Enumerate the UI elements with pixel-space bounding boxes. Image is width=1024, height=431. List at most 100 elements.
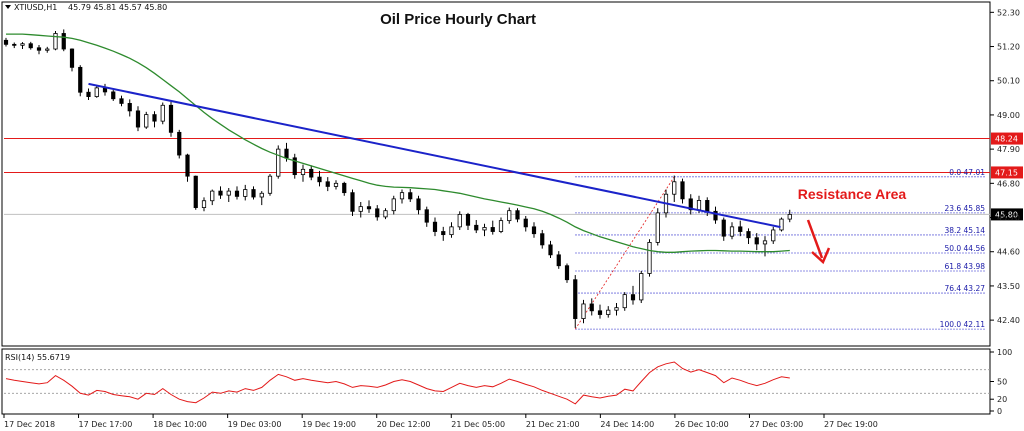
resistance-trendline <box>88 82 781 229</box>
candle-bearish <box>61 33 66 50</box>
fib-level-label: 100.0 42.11 <box>940 320 986 329</box>
candle-bullish <box>94 87 99 97</box>
candle-bearish <box>3 39 9 45</box>
candle-bearish <box>86 91 91 97</box>
candle-bullish <box>672 181 677 195</box>
moving-average-line <box>6 33 790 253</box>
y-axis: 52.30 51.20 50.10 49.00 47.90 46.80 45.70 44.60… <box>990 8 1020 325</box>
candle-bullish <box>449 226 454 236</box>
current-price-label: 45.80 <box>995 210 1018 219</box>
fib-level-label: 76.4 43.27 <box>944 284 985 293</box>
candle-bullish <box>144 114 149 128</box>
candle-bearish <box>135 110 141 128</box>
x-tick-label: 20 Dec 12:00 <box>377 420 431 429</box>
candle-bullish <box>729 226 735 237</box>
level-price-tag <box>991 132 1023 145</box>
candle-bearish <box>78 66 83 93</box>
candle-bullish <box>201 200 207 208</box>
x-tick-label: 21 Dec 21:00 <box>526 420 580 429</box>
candle-bearish <box>69 48 75 68</box>
level-price-tag <box>991 166 1023 179</box>
rsi-tick-label: 0 <box>997 407 1002 416</box>
candle-bearish <box>680 181 685 200</box>
symbol-header: XTIUSD,H1 <box>14 3 57 12</box>
candle-bearish <box>556 254 561 267</box>
x-tick-label: 18 Dec 10:00 <box>153 420 207 429</box>
candle-bearish <box>630 294 636 301</box>
candle-bearish <box>111 91 116 100</box>
candle-bullish <box>333 182 339 187</box>
x-tick-label: 27 Dec 19:00 <box>824 420 878 429</box>
candle-bearish <box>317 176 322 183</box>
candle-bullish <box>383 210 388 218</box>
rsi-line <box>5 361 790 405</box>
candle-bearish <box>564 265 570 281</box>
candle-bullish <box>160 104 165 122</box>
candle-bullish <box>391 198 396 212</box>
candle-bullish <box>243 189 248 197</box>
candle-bullish <box>507 210 512 222</box>
candle-bearish <box>193 175 198 208</box>
candle-bearish <box>441 231 446 236</box>
candle-bullish <box>606 309 611 315</box>
candle-bullish <box>639 273 644 301</box>
candle-bullish <box>259 192 264 198</box>
resistance-area-annotation: Resistance Area <box>798 186 907 202</box>
candle-bullish <box>482 227 487 231</box>
candle-bearish <box>531 226 537 235</box>
candle-bearish <box>234 190 240 197</box>
candle-bullish <box>655 212 660 243</box>
price-pane-frame <box>1 1 991 347</box>
candlesticks <box>3 29 792 328</box>
candle-bearish <box>342 182 347 194</box>
fib-level-label: 50.0 44.56 <box>944 244 985 253</box>
candle-bullish <box>210 190 215 202</box>
candle-bearish <box>185 154 190 177</box>
candle-bearish <box>713 210 718 221</box>
x-tick-label: 21 Dec 05:00 <box>451 420 505 429</box>
y-tick-label: 44.60 <box>997 248 1020 257</box>
candle-bearish <box>251 189 256 198</box>
candle-bearish <box>119 98 124 104</box>
candle-bearish <box>738 226 743 232</box>
candle-bearish <box>721 219 726 237</box>
current-price-tag <box>991 208 1023 221</box>
ohlc-header: 45.79 45.81 45.57 45.80 <box>68 3 167 12</box>
candle-bullish <box>399 192 405 200</box>
candle-bullish <box>457 214 462 228</box>
x-tick-label: 17 Dec 17:00 <box>79 420 133 429</box>
candle-bearish <box>432 221 438 232</box>
rsi-axis: 100 50 20 0 <box>990 348 1012 416</box>
candle-bullish <box>647 241 652 274</box>
candle-bullish <box>53 33 58 50</box>
candle-bullish <box>771 229 776 242</box>
candle-bearish <box>152 114 157 122</box>
candle-bearish <box>474 224 479 231</box>
candle-bearish <box>325 181 330 187</box>
candle-bearish <box>350 192 355 212</box>
candle-bearish <box>688 198 693 211</box>
candle-bullish <box>20 43 25 46</box>
chart-title: Oil Price Hourly Chart <box>380 11 536 28</box>
candle-bearish <box>127 103 132 112</box>
candle-bullish <box>614 307 619 311</box>
collapse-triangle-icon[interactable] <box>5 5 11 9</box>
y-tick-label: 49.00 <box>997 111 1020 120</box>
rsi-tick-label: 100 <box>997 348 1012 357</box>
y-tick-label: 50.10 <box>997 77 1020 86</box>
fib-level-label: 38.2 45.14 <box>944 226 985 235</box>
candle-bearish <box>515 210 520 220</box>
y-tick-label: 42.40 <box>997 316 1020 325</box>
x-tick-label: 26 Dec 10:00 <box>675 420 729 429</box>
fibonacci-retracement: 0.0 47.01 23.6 45.85 38.2 45.14 50.0 44.56 6… <box>574 168 986 330</box>
rsi-tick-label: 20 <box>997 395 1007 404</box>
rsi-tick-label: 50 <box>997 378 1007 387</box>
x-tick-label: 19 Dec 03:00 <box>228 420 282 429</box>
rsi-levels <box>4 369 990 394</box>
fib-level-label: 23.6 45.85 <box>944 204 985 213</box>
candle-bearish <box>540 233 545 246</box>
x-tick-label: 17 Dec 2018 <box>4 420 55 429</box>
candle-bearish <box>465 214 471 226</box>
